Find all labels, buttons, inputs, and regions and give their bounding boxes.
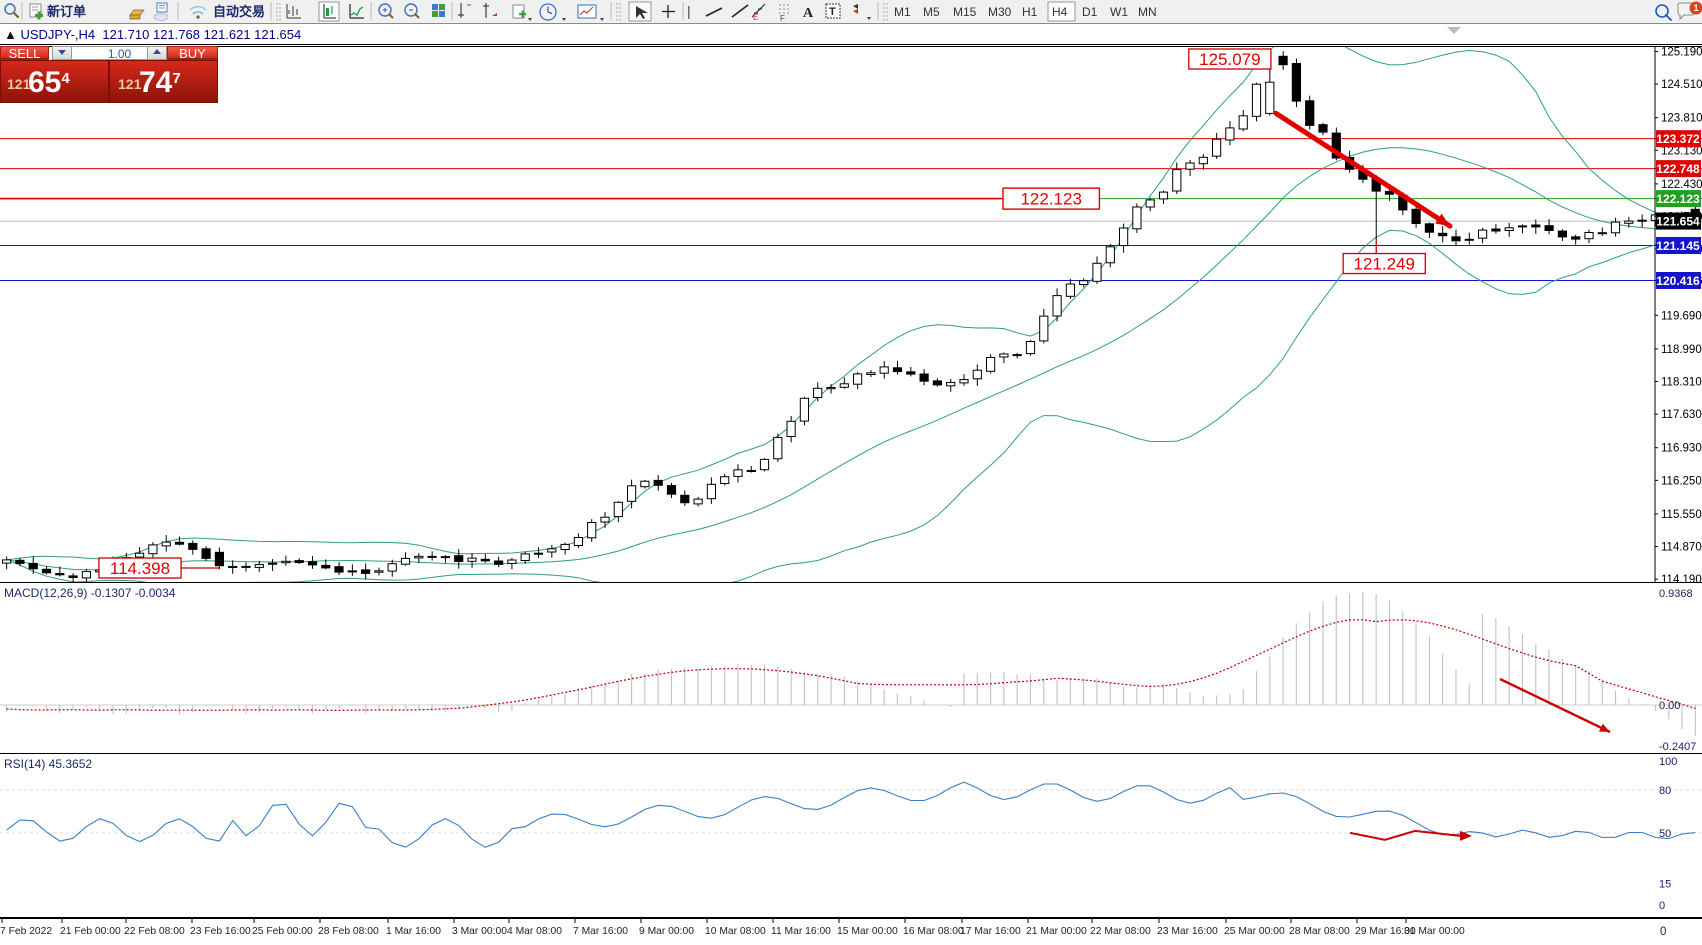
- svg-text:119.690: 119.690: [1661, 310, 1702, 322]
- svg-text:T: T: [829, 6, 836, 18]
- svg-text:28 Feb 08:00: 28 Feb 08:00: [318, 926, 379, 937]
- svg-text:M5: M5: [923, 5, 940, 19]
- svg-text:114.398: 114.398: [110, 559, 170, 578]
- svg-text:122.430: 122.430: [1661, 179, 1702, 191]
- svg-text:25 Feb 00:00: 25 Feb 00:00: [252, 926, 313, 937]
- svg-text:122.123: 122.123: [1020, 190, 1081, 209]
- svg-text:116.930: 116.930: [1661, 443, 1702, 455]
- svg-text:新订单: 新订单: [47, 4, 86, 19]
- svg-text:1 Mar 16:00: 1 Mar 16:00: [386, 926, 441, 937]
- svg-text:116.250: 116.250: [1661, 475, 1702, 487]
- svg-text:121.249: 121.249: [1354, 255, 1415, 274]
- svg-text:0: 0: [1660, 926, 1666, 938]
- svg-text:123.372: 123.372: [1656, 132, 1700, 146]
- svg-text:自动交易: 自动交易: [213, 4, 265, 19]
- svg-text:28 Mar 08:00: 28 Mar 08:00: [1289, 926, 1350, 937]
- svg-text:125.190: 125.190: [1661, 47, 1702, 58]
- svg-text:121.145: 121.145: [1656, 239, 1700, 253]
- svg-text:122.748: 122.748: [1656, 162, 1700, 176]
- svg-text:A: A: [803, 6, 814, 21]
- svg-text:M15: M15: [953, 5, 977, 19]
- svg-text:W1: W1: [1110, 5, 1128, 19]
- svg-text:100: 100: [1659, 756, 1677, 768]
- svg-text:23 Mar 16:00: 23 Mar 16:00: [1157, 926, 1218, 937]
- svg-text:3 Mar 00:00: 3 Mar 00:00: [452, 926, 507, 937]
- svg-text:0: 0: [1659, 900, 1665, 912]
- svg-text:122.123: 122.123: [1656, 192, 1700, 206]
- svg-text:-0.2407: -0.2407: [1659, 741, 1696, 753]
- svg-text:118.310: 118.310: [1661, 377, 1702, 389]
- svg-text:4 Mar 08:00: 4 Mar 08:00: [507, 926, 562, 937]
- svg-text:M30: M30: [988, 5, 1012, 19]
- svg-text:22 Mar 08:00: 22 Mar 08:00: [1090, 926, 1151, 937]
- svg-text:15: 15: [1659, 878, 1671, 890]
- svg-text:E: E: [753, 13, 758, 22]
- svg-text:|: |: [687, 3, 691, 19]
- svg-text:31 Mar 00:00: 31 Mar 00:00: [1404, 926, 1465, 937]
- svg-text:RSI(14) 45.3652: RSI(14) 45.3652: [4, 757, 92, 771]
- svg-text:10 Mar 08:00: 10 Mar 08:00: [705, 926, 766, 937]
- svg-text:H1: H1: [1022, 5, 1038, 19]
- svg-text:114.870: 114.870: [1661, 542, 1702, 554]
- svg-text:11 Mar 16:00: 11 Mar 16:00: [771, 926, 831, 937]
- svg-text:22 Feb 08:00: 22 Feb 08:00: [124, 926, 185, 937]
- svg-text:7 Mar 16:00: 7 Mar 16:00: [573, 926, 628, 937]
- svg-text:0.00: 0.00: [1659, 700, 1680, 712]
- svg-text:80: 80: [1659, 785, 1671, 797]
- svg-text:120.416: 120.416: [1656, 274, 1700, 288]
- svg-text:114.190: 114.190: [1661, 574, 1702, 583]
- svg-text:15 Mar 00:00: 15 Mar 00:00: [837, 926, 898, 937]
- svg-text:MN: MN: [1138, 5, 1157, 19]
- svg-text:23 Feb 16:00: 23 Feb 16:00: [190, 926, 251, 937]
- svg-text:H4: H4: [1052, 5, 1068, 19]
- svg-text:17 Mar 16:00: 17 Mar 16:00: [960, 926, 1021, 937]
- svg-text:F: F: [780, 14, 785, 23]
- svg-text:121.654: 121.654: [1656, 215, 1700, 229]
- svg-text:124.510: 124.510: [1661, 79, 1702, 91]
- svg-text:50: 50: [1659, 828, 1671, 840]
- svg-text:25 Mar 00:00: 25 Mar 00:00: [1224, 926, 1285, 937]
- svg-text:21 Feb 00:00: 21 Feb 00:00: [60, 926, 121, 937]
- svg-text:M1: M1: [894, 5, 911, 19]
- svg-text:16 Mar 08:00: 16 Mar 08:00: [903, 926, 964, 937]
- svg-text:1: 1: [1693, 3, 1699, 14]
- svg-text:125.079: 125.079: [1199, 50, 1260, 69]
- svg-text:D1: D1: [1082, 5, 1098, 19]
- svg-text:118.990: 118.990: [1661, 344, 1702, 356]
- svg-text:21 Mar 00:00: 21 Mar 00:00: [1026, 926, 1087, 937]
- svg-text:0.9368: 0.9368: [1659, 588, 1693, 600]
- svg-text:7 Feb 2022: 7 Feb 2022: [0, 926, 52, 937]
- svg-text:9 Mar 00:00: 9 Mar 00:00: [639, 926, 694, 937]
- svg-text:115.550: 115.550: [1661, 509, 1702, 521]
- svg-text:123.810: 123.810: [1661, 113, 1702, 125]
- svg-text:MACD(12,26,9) -0.1307 -0.0034: MACD(12,26,9) -0.1307 -0.0034: [4, 586, 176, 600]
- svg-text:117.630: 117.630: [1661, 409, 1702, 421]
